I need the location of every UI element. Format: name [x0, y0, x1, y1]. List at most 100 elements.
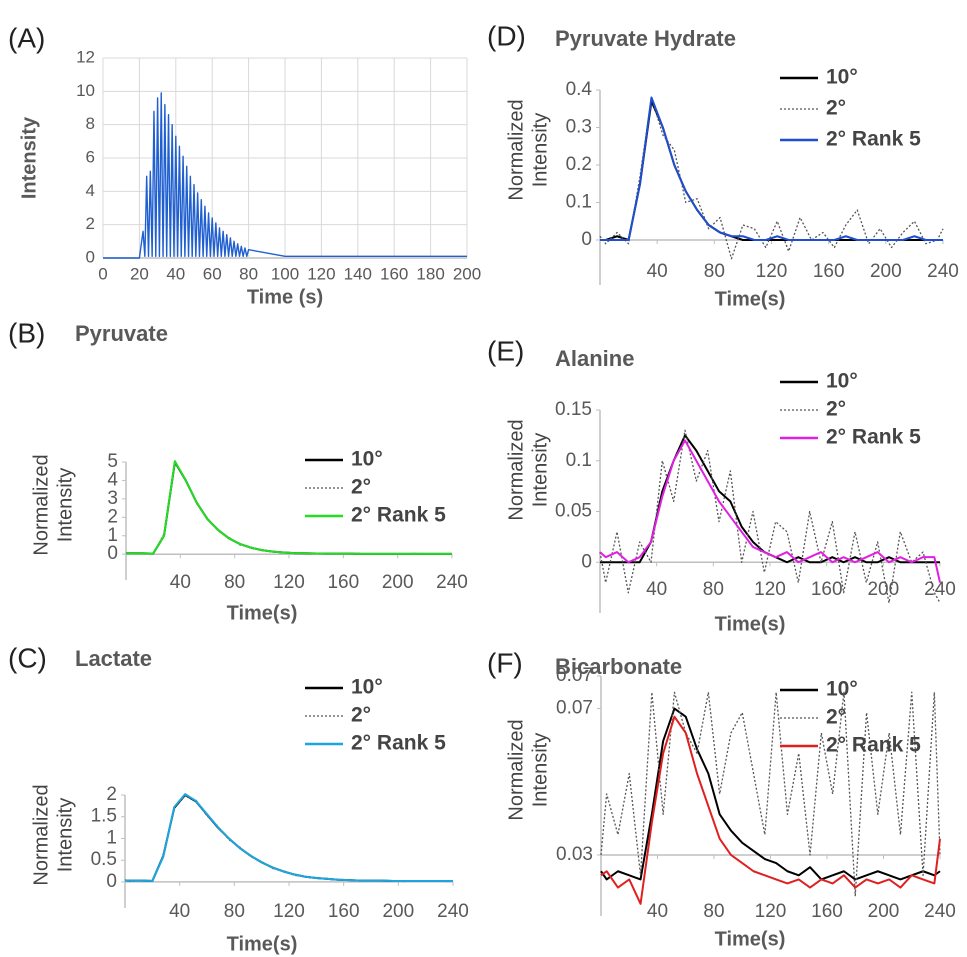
panel-label: (B) — [8, 317, 45, 348]
y-tick-label: 2 — [107, 506, 118, 527]
x-tick-label: 200 — [382, 901, 414, 922]
x-tick-label: 120 — [754, 579, 786, 600]
x-tick-label: 0 — [98, 264, 107, 283]
y-tick-label: 1 — [106, 827, 117, 848]
x-tick-label: 200 — [453, 264, 481, 283]
y-tick-label: 4 — [107, 469, 118, 490]
legend-label: 10° — [351, 676, 383, 699]
y-tick-label: 6 — [86, 147, 95, 166]
x-axis-label: Time(s) — [715, 928, 786, 950]
series-line — [599, 439, 941, 583]
panel-title: Pyruvate Hydrate — [555, 26, 736, 51]
legend-label: 2° — [826, 706, 846, 729]
x-tick-label: 140 — [344, 264, 372, 283]
x-tick-label: 80 — [703, 579, 724, 600]
x-tick-label: 40 — [169, 901, 190, 922]
legend-label: 2° — [351, 704, 371, 727]
panel-label: (D) — [487, 20, 526, 51]
y-axis-label: Intensity — [54, 468, 76, 542]
x-tick-label: 40 — [170, 572, 191, 593]
y-tick-label: 0 — [107, 543, 118, 564]
x-tick-label: 120 — [755, 901, 787, 922]
panel-title: Lactate — [75, 646, 152, 671]
x-tick-label: 120 — [273, 572, 305, 593]
series-line — [600, 100, 943, 241]
y-tick-label: 0.1 — [566, 450, 592, 471]
x-tick-label: 100 — [271, 264, 299, 283]
x-tick-label: 40 — [647, 261, 668, 282]
x-tick-label: 200 — [868, 901, 900, 922]
x-tick-label: 80 — [703, 901, 724, 922]
y-axis-label: Normalized — [505, 419, 527, 520]
y-axis-label: Normalized — [505, 99, 527, 200]
x-tick-label: 160 — [327, 572, 359, 593]
legend-label: 2° — [826, 398, 846, 421]
series-line — [125, 460, 452, 555]
x-tick-label: 160 — [328, 901, 360, 922]
y-axis-label: Intensity — [529, 733, 551, 807]
panel-title: Bicarbonate — [555, 654, 682, 679]
legend-label: 10° — [826, 678, 858, 701]
y-tick-label: 0.1 — [566, 192, 592, 213]
x-tick-label: 80 — [224, 901, 245, 922]
y-tick-label: 0.07 — [556, 698, 593, 719]
x-axis-label: Time(s) — [227, 933, 298, 955]
x-tick-label: 160 — [811, 901, 843, 922]
y-tick-label: 8 — [86, 114, 95, 133]
x-tick-label: 40 — [647, 901, 668, 922]
y-tick-label: 0.5 — [91, 849, 117, 870]
y-tick-label: 0.07 — [556, 665, 593, 686]
x-tick-label: 40 — [166, 264, 185, 283]
y-tick-label: 0.4 — [566, 79, 593, 100]
panel-label: (C) — [8, 642, 47, 673]
x-tick-label: 200 — [867, 579, 899, 600]
y-axis-label: Intensity — [18, 116, 40, 199]
y-axis-label: Normalized — [505, 719, 527, 820]
y-tick-label: 10 — [76, 81, 95, 100]
panel-title: Alanine — [555, 346, 634, 371]
x-tick-label: 200 — [870, 261, 902, 282]
panel-label: (F) — [487, 647, 523, 678]
legend-label: 10° — [826, 370, 858, 393]
x-tick-label: 240 — [924, 579, 956, 600]
legend-label: 2° — [351, 476, 371, 499]
series-line — [125, 793, 453, 883]
legend-label: 2° Rank 5 — [826, 128, 921, 151]
x-tick-label: 20 — [130, 264, 149, 283]
x-tick-label: 120 — [273, 901, 305, 922]
series-line — [600, 707, 941, 881]
x-tick-label: 80 — [704, 261, 725, 282]
legend-label: 10° — [351, 448, 383, 471]
y-tick-label: 2 — [106, 784, 117, 805]
x-axis-label: Time (s) — [247, 286, 323, 308]
y-tick-label: 1.5 — [91, 806, 117, 827]
panel-label: (E) — [487, 335, 524, 366]
x-tick-label: 80 — [224, 572, 245, 593]
y-tick-label: 0 — [581, 551, 592, 572]
x-tick-label: 120 — [307, 264, 335, 283]
x-tick-label: 40 — [646, 579, 667, 600]
panel-label: (A) — [8, 22, 45, 53]
panel-title: Pyruvate — [75, 321, 168, 346]
y-tick-label: 0 — [86, 247, 95, 266]
y-tick-label: 0.05 — [555, 501, 592, 522]
series-line — [600, 691, 941, 897]
x-tick-label: 180 — [416, 264, 444, 283]
legend-label: 2° Rank 5 — [826, 426, 921, 449]
y-tick-label: 1 — [107, 525, 118, 546]
y-tick-label: 0 — [581, 229, 592, 250]
legend-label: 10° — [826, 66, 858, 89]
x-axis-label: Time(s) — [227, 602, 298, 624]
y-axis-label: Intensity — [529, 113, 551, 187]
x-tick-label: 160 — [811, 579, 843, 600]
y-tick-label: 2 — [86, 214, 95, 233]
y-tick-label: 0.03 — [556, 844, 593, 865]
y-axis-label: Intensity — [54, 798, 76, 872]
y-tick-label: 0.2 — [566, 154, 592, 175]
y-tick-label: 0.3 — [566, 117, 592, 138]
x-tick-label: 160 — [813, 261, 845, 282]
y-tick-label: 5 — [107, 451, 118, 472]
y-tick-label: 12 — [76, 47, 95, 66]
